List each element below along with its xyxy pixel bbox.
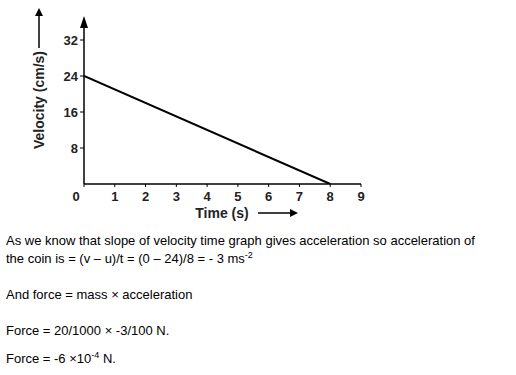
y-tick — [80, 76, 84, 77]
x-tick-label: 9 — [357, 189, 364, 204]
x-tick-label: 5 — [234, 189, 241, 204]
x-tick-label: 0 — [72, 189, 79, 204]
x-tick-label: 7 — [296, 189, 303, 204]
x-tick — [145, 184, 146, 187]
line-text: the coin is = (v – u)/t = (0 – 24)/8 = -… — [6, 251, 245, 266]
x-label-arrow — [258, 212, 290, 214]
solution-line: And force = mass × acceleration — [6, 287, 192, 302]
x-tick — [237, 184, 238, 187]
x-tick — [330, 184, 331, 187]
solution-line: As we know that slope of velocity time g… — [6, 233, 475, 248]
x-axis-label: Time (s) — [195, 205, 248, 221]
y-tick-label: 32 — [64, 33, 78, 48]
y-tick — [80, 112, 84, 113]
y-tick-label: 24 — [64, 69, 79, 84]
x-tick — [361, 184, 362, 187]
y-tick-label: 8 — [71, 141, 78, 156]
x-tick-label: 1 — [111, 189, 118, 204]
velocity-line — [84, 76, 330, 184]
x-tick-label: 2 — [142, 189, 149, 204]
x-axis — [84, 183, 361, 185]
solution-line: the coin is = (v – u)/t = (0 – 24)/8 = -… — [6, 250, 253, 266]
superscript: -2 — [245, 250, 253, 260]
x-tick — [268, 184, 269, 187]
line-text: Force = 20/1000 × -3/100 N. — [6, 323, 169, 338]
y-axis-arrow — [80, 16, 88, 28]
y-tick — [80, 40, 84, 41]
plot-area — [84, 76, 330, 184]
y-label-arrow-head — [35, 8, 43, 16]
x-tick — [207, 184, 208, 187]
superscript: -4 — [91, 350, 99, 360]
x-tick-label: 4 — [203, 189, 211, 204]
x-label-arrow-head — [290, 209, 298, 217]
line-text: And force = mass × acceleration — [6, 287, 192, 302]
y-tick-label: 16 — [64, 105, 78, 120]
line-text: Force = -6 ×10 — [6, 351, 91, 366]
line-text-after: N. — [99, 351, 116, 366]
x-tick-label: 6 — [265, 189, 272, 204]
x-tick-label: 8 — [327, 189, 334, 204]
y-axis-label: Velocity (cm/s) — [31, 51, 47, 149]
page: 0 1 2 3 4 5 6 7 8 9 8 16 24 32 Time (s) Velocity (cm/s)… — [0, 0, 516, 375]
y-label-arrow — [38, 14, 40, 48]
solution-line: Force = -6 ×10-4 N. — [6, 350, 116, 366]
x-tick — [114, 184, 115, 187]
x-tick — [176, 184, 177, 187]
y-tick — [80, 148, 84, 149]
y-axis — [83, 22, 85, 184]
x-tick — [84, 184, 85, 187]
solution-line: Force = 20/1000 × -3/100 N. — [6, 323, 169, 338]
x-tick-label: 3 — [173, 189, 180, 204]
x-tick — [299, 184, 300, 187]
line-text: As we know that slope of velocity time g… — [6, 233, 475, 248]
